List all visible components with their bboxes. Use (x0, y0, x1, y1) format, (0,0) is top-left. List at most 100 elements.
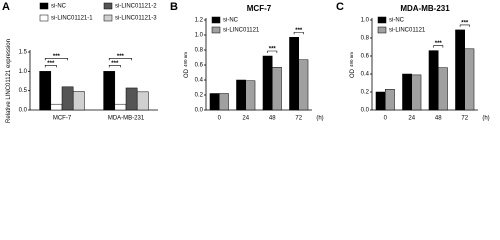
significance-bracket (108, 65, 121, 68)
bar (375, 91, 386, 111)
y-axis-label-sub: 490 nm (183, 52, 188, 67)
significance-label: *** (461, 20, 469, 26)
y-tick-label: 0.6 (361, 54, 370, 60)
bar (61, 86, 74, 111)
y-tick-label: 0.8 (195, 48, 204, 54)
bar (114, 103, 127, 111)
legend-swatch (211, 26, 221, 34)
y-axis-label-main: Relative LINC01121 expression (6, 39, 12, 123)
y-tick-label: 1.5 (19, 50, 28, 56)
legend-label: si-LINC01121 (389, 28, 426, 34)
y-tick-label: 0.4 (195, 78, 204, 84)
page: A Relative LINC01121 expression 0.0 0.5 1.0 1… (2, 0, 490, 123)
bar (103, 71, 116, 111)
significance-label: *** (435, 41, 443, 47)
bar (272, 67, 282, 111)
significance-bracket (108, 58, 132, 61)
legend-label: si-LINC01121-3 (115, 16, 157, 22)
bar (438, 67, 448, 111)
y-tick-label: 0.5 (19, 88, 28, 94)
y-tick-label: 1.2 (195, 18, 204, 24)
y-axis-label: Relative LINC01121 expression (6, 39, 12, 123)
significance-label: *** (111, 61, 119, 67)
legend-label: si-NC (51, 4, 67, 10)
significance-bracket (433, 45, 444, 48)
y-tick-label: 0.6 (195, 63, 204, 69)
significance-bracket (44, 58, 68, 61)
y-tick-label: 0.0 (361, 108, 370, 114)
legend-label: si-LINC01121 (223, 28, 260, 34)
x-axis-label: (h) (482, 116, 489, 122)
legend-swatch (39, 2, 49, 10)
bar (428, 50, 439, 111)
panel-label: A (2, 1, 10, 13)
significance-label: *** (269, 47, 277, 53)
legend-label: si-LINC01121-1 (51, 16, 93, 22)
legend-label: si-LINC01121-2 (115, 4, 157, 10)
x-tick-label: MCF-7 (53, 116, 72, 122)
x-tick-label: 24 (408, 116, 415, 122)
bar (72, 91, 85, 111)
figure: A Relative LINC01121 expression 0.0 0.5 1.0 1… (2, 1, 490, 123)
y-axis-label-main: OD (184, 68, 190, 78)
legend-swatch (103, 2, 113, 10)
legend-label: si-NC (389, 18, 405, 24)
bar (289, 37, 300, 111)
y-tick-label: 0.0 (19, 108, 28, 114)
x-tick-label: MDA-MB-231 (108, 116, 145, 122)
bar (464, 48, 475, 111)
y-axis-label-sub: 490 nm (349, 52, 354, 67)
y-tick-label: 0.2 (195, 93, 204, 99)
bar (125, 87, 138, 111)
x-tick-label: 24 (242, 116, 249, 122)
bar (298, 59, 309, 111)
x-tick-label: 72 (461, 116, 468, 122)
chart-title: MCF-7 (247, 4, 272, 13)
legend-swatch (377, 16, 387, 24)
significance-label: *** (295, 28, 303, 34)
legend-swatch (377, 26, 387, 34)
y-tick-label: 0.0 (195, 108, 204, 114)
chart-title: MDA-MB-231 (400, 4, 450, 13)
y-tick-label: 0.4 (361, 72, 370, 78)
bar (209, 93, 220, 111)
significance-bracket (459, 24, 470, 27)
legend-label: si-NC (223, 18, 239, 24)
y-tick-label: 0.2 (361, 90, 370, 96)
y-tick-label: 1.0 (19, 69, 28, 75)
bar (50, 103, 63, 111)
significance-bracket (293, 31, 304, 35)
x-tick-label: 48 (435, 116, 442, 122)
x-tick-label: 0 (218, 116, 222, 122)
y-tick-label: 1.0 (195, 33, 204, 39)
legend-swatch (39, 14, 49, 22)
bar (219, 93, 229, 111)
bar (39, 71, 52, 111)
x-tick-label: 0 (384, 116, 388, 122)
significance-label: *** (47, 61, 55, 67)
bar (262, 55, 273, 111)
x-axis-label: (h) (316, 116, 323, 122)
panel-label: B (170, 1, 178, 13)
bar (245, 80, 256, 111)
bar (385, 89, 395, 111)
bar (402, 73, 413, 111)
x-tick-label: 48 (269, 116, 276, 122)
significance-label: *** (117, 54, 125, 60)
bar (411, 74, 422, 111)
y-axis-label-main: OD (350, 68, 356, 78)
bar (455, 29, 466, 111)
panel-label: C (336, 1, 344, 13)
x-tick-label: 72 (295, 116, 302, 122)
legend-swatch (103, 14, 113, 22)
significance-bracket (44, 65, 57, 68)
y-tick-label: 1.0 (361, 18, 370, 24)
bar (136, 91, 149, 111)
y-axis-label: OD490 nm (349, 52, 355, 78)
significance-bracket (267, 50, 278, 53)
y-axis-label: OD490 nm (183, 52, 189, 78)
legend-swatch (211, 16, 221, 24)
y-tick-label: 0.8 (361, 36, 370, 42)
significance-label: *** (53, 54, 61, 60)
bar (236, 79, 247, 111)
